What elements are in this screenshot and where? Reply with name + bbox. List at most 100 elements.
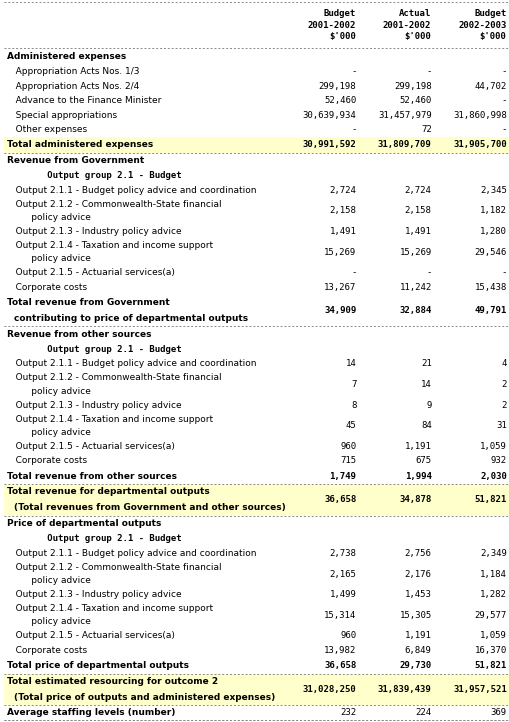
Text: 2,738: 2,738 (329, 549, 356, 558)
Text: 31,905,700: 31,905,700 (453, 140, 506, 149)
Text: Output 2.1.1 - Budget policy advice and coordination: Output 2.1.1 - Budget policy advice and … (7, 549, 256, 558)
Text: 31,957,521: 31,957,521 (453, 685, 506, 694)
Text: -: - (500, 269, 506, 277)
Text: Budget
2002-2003
$'000: Budget 2002-2003 $'000 (457, 9, 505, 41)
Text: 1,191: 1,191 (404, 442, 431, 451)
Text: 675: 675 (415, 456, 431, 466)
Text: 31,028,250: 31,028,250 (302, 685, 356, 694)
Text: 2,158: 2,158 (404, 206, 431, 215)
Text: 84: 84 (420, 421, 431, 430)
Text: 299,198: 299,198 (393, 82, 431, 90)
Text: (Total revenues from Government and other sources): (Total revenues from Government and othe… (14, 503, 286, 513)
Text: 2,158: 2,158 (329, 206, 356, 215)
Text: contributing to price of departmental outputs: contributing to price of departmental ou… (14, 314, 248, 323)
Text: 2,724: 2,724 (329, 186, 356, 195)
Text: policy advice: policy advice (14, 213, 91, 222)
Text: Other expenses: Other expenses (7, 125, 87, 134)
Text: 1,280: 1,280 (479, 227, 506, 236)
Text: 21: 21 (420, 360, 431, 368)
Bar (4, 136, 508, 152)
Text: -: - (426, 67, 431, 76)
Text: -: - (350, 269, 356, 277)
Text: 1,491: 1,491 (329, 227, 356, 236)
Text: 1,282: 1,282 (479, 590, 506, 599)
Text: Corporate costs: Corporate costs (7, 646, 87, 655)
Text: 44,702: 44,702 (474, 82, 506, 90)
Text: 36,658: 36,658 (323, 661, 356, 670)
Text: Output 2.1.1 - Budget policy advice and coordination: Output 2.1.1 - Budget policy advice and … (7, 186, 256, 195)
Text: 2: 2 (500, 380, 506, 389)
Text: 31,839,439: 31,839,439 (377, 685, 431, 694)
Text: Output 2.1.3 - Industry policy advice: Output 2.1.3 - Industry policy advice (7, 401, 181, 409)
Text: 29,546: 29,546 (474, 248, 506, 256)
Text: 1,059: 1,059 (479, 632, 506, 640)
Text: 1,184: 1,184 (479, 570, 506, 578)
Text: 9: 9 (426, 401, 431, 409)
Text: 51,821: 51,821 (474, 661, 506, 670)
Text: 8: 8 (350, 401, 356, 409)
Text: policy advice: policy advice (14, 576, 91, 586)
Text: Total estimated resourcing for outcome 2: Total estimated resourcing for outcome 2 (7, 677, 217, 686)
Text: -: - (500, 125, 506, 134)
Text: 49,791: 49,791 (474, 306, 506, 315)
Text: policy advice: policy advice (14, 428, 91, 437)
Text: Revenue from Government: Revenue from Government (7, 156, 144, 165)
Text: 51,821: 51,821 (474, 495, 506, 505)
Text: 30,639,934: 30,639,934 (302, 110, 356, 120)
Text: 29,577: 29,577 (474, 611, 506, 619)
Text: Price of departmental outputs: Price of departmental outputs (7, 519, 161, 529)
Text: Output 2.1.5 - Actuarial services(a): Output 2.1.5 - Actuarial services(a) (7, 442, 174, 451)
Text: 7: 7 (350, 380, 356, 389)
Text: 14: 14 (345, 360, 356, 368)
Text: Output group 2.1 - Budget: Output group 2.1 - Budget (15, 345, 182, 354)
Bar (4, 484, 508, 516)
Text: 369: 369 (490, 708, 506, 717)
Text: 2,756: 2,756 (404, 549, 431, 558)
Text: 14: 14 (420, 380, 431, 389)
Text: 15,269: 15,269 (323, 248, 356, 256)
Bar (4, 674, 508, 705)
Text: Corporate costs: Corporate costs (7, 456, 87, 466)
Text: 31: 31 (495, 421, 506, 430)
Text: 13,267: 13,267 (323, 283, 356, 292)
Text: policy advice: policy advice (14, 617, 91, 627)
Text: policy advice: policy advice (14, 254, 91, 264)
Text: 11,242: 11,242 (399, 283, 431, 292)
Text: Output 2.1.5 - Actuarial services(a): Output 2.1.5 - Actuarial services(a) (7, 269, 174, 277)
Text: Total revenue from Government: Total revenue from Government (7, 298, 169, 307)
Text: 52,460: 52,460 (323, 96, 356, 105)
Text: 15,314: 15,314 (323, 611, 356, 619)
Text: Total revenue for departmental outputs: Total revenue for departmental outputs (7, 487, 209, 497)
Text: 15,305: 15,305 (399, 611, 431, 619)
Text: 960: 960 (340, 442, 356, 451)
Text: Output 2.1.3 - Industry policy advice: Output 2.1.3 - Industry policy advice (7, 590, 181, 599)
Text: 1,182: 1,182 (479, 206, 506, 215)
Text: Output 2.1.4 - Taxation and income support: Output 2.1.4 - Taxation and income suppo… (7, 241, 212, 250)
Text: 32,884: 32,884 (399, 306, 431, 315)
Text: 36,658: 36,658 (323, 495, 356, 505)
Text: 72: 72 (420, 125, 431, 134)
Text: 1,453: 1,453 (404, 590, 431, 599)
Text: 31,457,979: 31,457,979 (377, 110, 431, 120)
Text: -: - (350, 67, 356, 76)
Text: 29,730: 29,730 (399, 661, 431, 670)
Text: -: - (500, 67, 506, 76)
Text: 1,749: 1,749 (329, 471, 356, 481)
Text: 2,724: 2,724 (404, 186, 431, 195)
Text: 1,059: 1,059 (479, 442, 506, 451)
Text: 224: 224 (415, 708, 431, 717)
Text: 299,198: 299,198 (318, 82, 356, 90)
Text: 1,491: 1,491 (404, 227, 431, 236)
Text: 1,191: 1,191 (404, 632, 431, 640)
Text: Corporate costs: Corporate costs (7, 283, 87, 292)
Text: 6,849: 6,849 (404, 646, 431, 655)
Text: Output 2.1.2 - Commonwealth-State financial: Output 2.1.2 - Commonwealth-State financ… (7, 563, 221, 572)
Text: Output 2.1.5 - Actuarial services(a): Output 2.1.5 - Actuarial services(a) (7, 632, 174, 640)
Text: Special appropriations: Special appropriations (7, 110, 117, 120)
Text: Total price of departmental outputs: Total price of departmental outputs (7, 661, 188, 670)
Text: 232: 232 (340, 708, 356, 717)
Text: 34,909: 34,909 (323, 306, 356, 315)
Text: Average staffing levels (number): Average staffing levels (number) (7, 708, 175, 717)
Text: 45: 45 (345, 421, 356, 430)
Text: Output 2.1.4 - Taxation and income support: Output 2.1.4 - Taxation and income suppo… (7, 604, 212, 613)
